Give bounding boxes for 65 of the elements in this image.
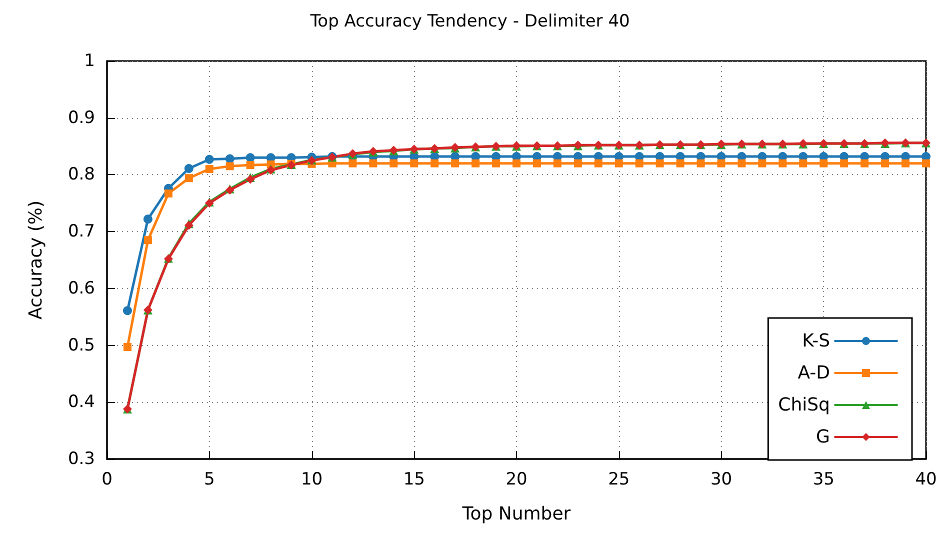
x-tick-label: 25: [608, 470, 630, 490]
point: [532, 159, 541, 168]
point: [902, 159, 910, 168]
point: [676, 159, 684, 168]
point: [122, 306, 132, 316]
point: [758, 159, 766, 168]
point: [451, 159, 460, 168]
y-tick-label: 0.6: [68, 278, 95, 298]
y-tick-label: 0.8: [68, 164, 95, 185]
x-tick-label: 35: [812, 470, 834, 490]
point: [184, 164, 194, 173]
x-tick-label: 10: [300, 470, 323, 490]
x-tick-label: 30: [710, 470, 732, 490]
x-tick-label: 40: [915, 470, 937, 490]
point: [369, 159, 378, 168]
point: [799, 159, 808, 168]
x-axis-title: Top Number: [461, 504, 572, 524]
point: [820, 159, 828, 168]
point: [614, 159, 623, 168]
point: [472, 159, 480, 168]
point: [246, 153, 255, 162]
legend-label: G: [816, 426, 830, 448]
point: [164, 189, 172, 198]
point: [656, 159, 664, 168]
y-tick-label: 1: [84, 51, 95, 71]
point: [184, 174, 193, 182]
point: [348, 159, 357, 168]
point: [204, 154, 214, 164]
y-tick-label: 0.4: [68, 392, 95, 412]
y-tick-label: 0.7: [68, 222, 95, 242]
point: [246, 161, 254, 170]
point: [410, 159, 418, 168]
point: [553, 159, 562, 168]
x-tick-label: 0: [102, 470, 112, 490]
legend-label: ChiSq: [778, 394, 830, 416]
point: [574, 159, 582, 168]
x-tick-label: 15: [403, 470, 425, 490]
point: [881, 159, 890, 168]
point: [205, 165, 214, 174]
point: [492, 159, 500, 168]
point: [696, 159, 705, 168]
point: [144, 236, 152, 244]
point: [143, 214, 152, 224]
point: [594, 159, 602, 168]
x-tick-label: 5: [204, 470, 215, 490]
y-tick-label: 0.3: [68, 449, 95, 469]
y-tick-label: 0.9: [68, 108, 95, 128]
y-axis-title: Accuracy (%): [26, 200, 46, 320]
point: [635, 159, 644, 168]
point: [738, 159, 746, 168]
x-tick-label: 20: [506, 470, 528, 490]
point: [778, 159, 787, 168]
point: [226, 162, 234, 170]
chart-title: Top Accuracy Tendency - Delimiter 40: [309, 12, 630, 32]
point: [430, 159, 439, 168]
legend-label: K-S: [802, 330, 830, 352]
point: [390, 159, 398, 168]
point: [840, 159, 848, 168]
point: [922, 159, 930, 168]
point: [860, 159, 869, 168]
legend-label: A-D: [798, 362, 830, 384]
point: [123, 342, 132, 351]
point: [717, 159, 726, 168]
y-tick-label: 0.5: [68, 335, 95, 356]
point: [512, 159, 520, 168]
